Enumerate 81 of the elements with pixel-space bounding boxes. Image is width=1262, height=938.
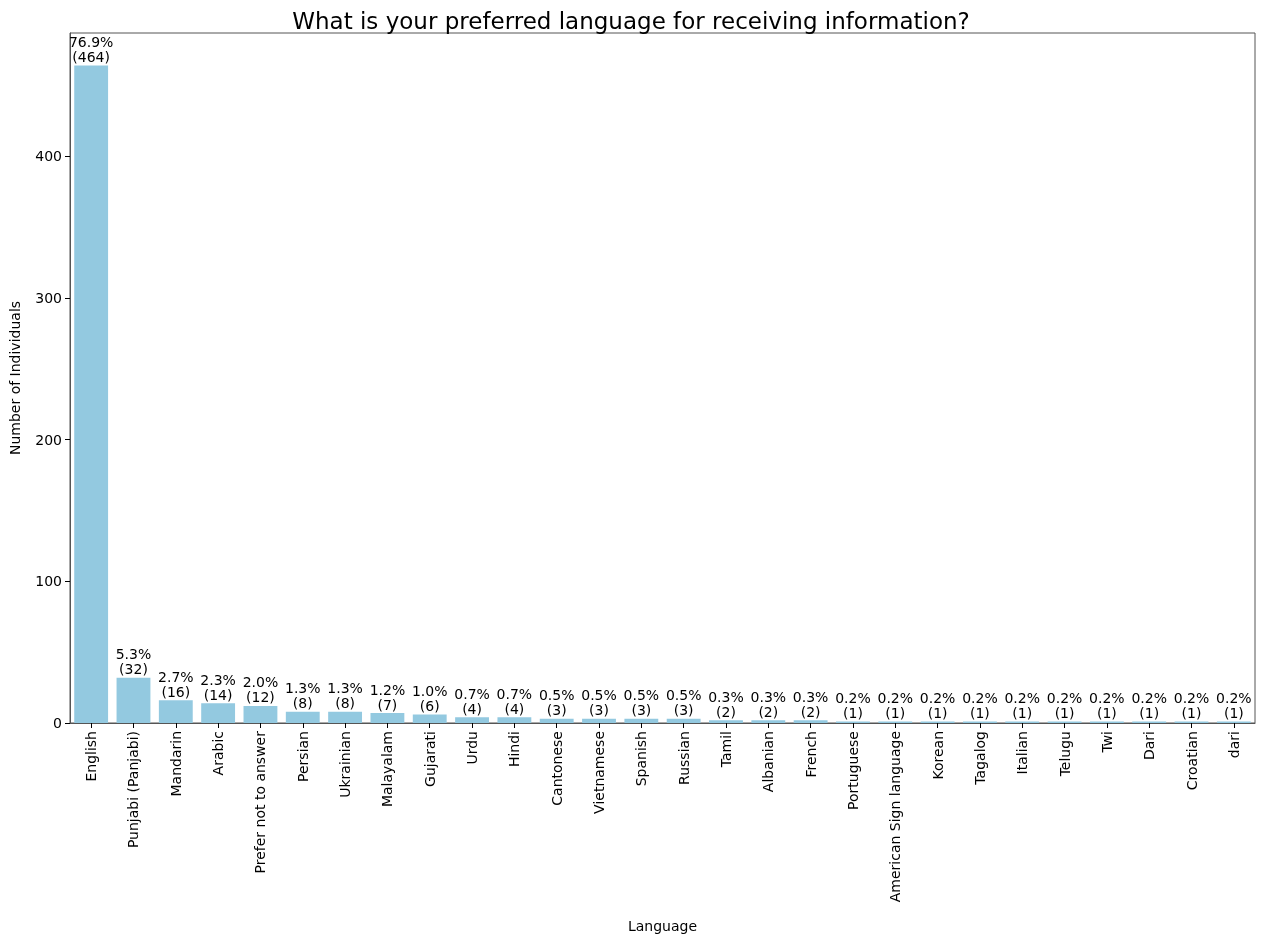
x-tick-label: Ukrainian	[337, 731, 354, 798]
x-tick-label: Cantonese	[548, 731, 565, 806]
x-tick-label: Hindi	[506, 731, 523, 768]
x-tick-label: Albanian	[760, 731, 777, 793]
x-tick-label: Russian	[675, 731, 692, 785]
data-label: 0.2% (1)	[962, 690, 998, 722]
x-tick-label: Spanish	[633, 731, 650, 787]
x-tick-label: Gujarati	[421, 731, 438, 787]
x-tick-label: Croatian	[1183, 731, 1200, 791]
y-tick-label: 400	[35, 148, 62, 165]
bar	[455, 717, 489, 723]
bar	[412, 714, 447, 723]
x-axis-title: Language	[627, 918, 698, 934]
x-tick-label: Persian	[294, 731, 311, 782]
bar	[497, 717, 532, 723]
y-tick-label: 300	[35, 289, 62, 306]
bar	[624, 718, 659, 723]
y-tick-label: 100	[35, 573, 62, 590]
data-label: 0.2% (1)	[1046, 690, 1083, 722]
bar	[243, 706, 278, 723]
data-label: 1.3% (8)	[327, 680, 363, 712]
data-label: 0.7% (4)	[454, 685, 490, 717]
x-tick-label: French	[802, 731, 819, 778]
data-label: 1.3% (8)	[284, 680, 321, 712]
bar	[666, 718, 701, 723]
data-label: 1.2% (7)	[369, 681, 406, 713]
x-tick-label: Mandarin	[167, 731, 184, 797]
data-label: 2.3% (14)	[200, 671, 236, 703]
data-label: 0.2% (1)	[919, 690, 956, 722]
data-label: 1.0% (6)	[411, 683, 448, 714]
y-tick-label: 0	[53, 715, 62, 731]
data-label: 2.7% (16)	[158, 668, 194, 700]
data-label: 0.5% (3)	[538, 687, 575, 719]
y-tick-label: 200	[35, 431, 62, 448]
data-label: 0.5% (3)	[665, 687, 702, 719]
bar	[74, 65, 109, 723]
bar	[285, 711, 320, 723]
x-tick-label: American Sign language	[887, 731, 904, 903]
data-label: 0.2% (1)	[1131, 690, 1167, 722]
data-label: 2.0% (12)	[242, 674, 279, 706]
chart-title: What is your preferred language for receiving information?	[292, 7, 970, 34]
bar	[158, 700, 193, 723]
bar	[709, 720, 743, 723]
x-tick-label: Portuguese	[844, 731, 861, 810]
data-label: 0.2% (1)	[835, 690, 871, 722]
data-label: 0.3% (2)	[708, 688, 744, 720]
data-label: 0.7% (4)	[496, 685, 533, 717]
y-axis-title: Number of Individuals	[7, 300, 23, 456]
x-tick-label: Telugu	[1056, 731, 1073, 778]
x-tick-label: Korean	[929, 731, 946, 780]
x-tick-label: dari	[1225, 731, 1242, 759]
data-label: 0.3% (2)	[750, 688, 787, 720]
bar	[370, 713, 405, 723]
bar	[201, 703, 236, 723]
bar	[793, 720, 828, 723]
bar	[116, 677, 151, 723]
data-label: 0.3% (2)	[792, 688, 829, 720]
x-tick-label: English	[83, 731, 100, 782]
x-tick-label: Arabic	[210, 731, 227, 776]
x-tick-label: Malayalam	[379, 731, 396, 808]
bar	[582, 718, 616, 723]
data-label: 0.2% (1)	[1216, 690, 1252, 722]
x-tick-label: Dari	[1141, 731, 1158, 761]
x-tick-label: Italian	[1014, 731, 1031, 775]
x-tick-label: Urdu	[464, 731, 481, 765]
x-tick-label: Vietnamese	[591, 731, 608, 814]
x-tick-label: Prefer not to answer	[252, 730, 269, 874]
data-label: 5.3% (32)	[115, 646, 152, 678]
data-label: 0.5% (3)	[623, 687, 660, 719]
data-label: 0.2% (1)	[1089, 690, 1125, 722]
data-label: 0.5% (3)	[581, 687, 617, 719]
x-tick-label: Tagalog	[971, 731, 988, 786]
x-tick-label: Tamil	[717, 731, 734, 769]
x-tick-label: Punjabi (Panjabi)	[125, 731, 142, 849]
data-label: 0.2% (1)	[1173, 690, 1210, 722]
data-label: 0.2% (1)	[1004, 690, 1041, 722]
x-tick-label: Twi	[1098, 731, 1115, 754]
data-label: 0.2% (1)	[877, 690, 914, 722]
bar	[751, 720, 786, 723]
bar	[539, 718, 574, 723]
bar	[328, 711, 363, 723]
